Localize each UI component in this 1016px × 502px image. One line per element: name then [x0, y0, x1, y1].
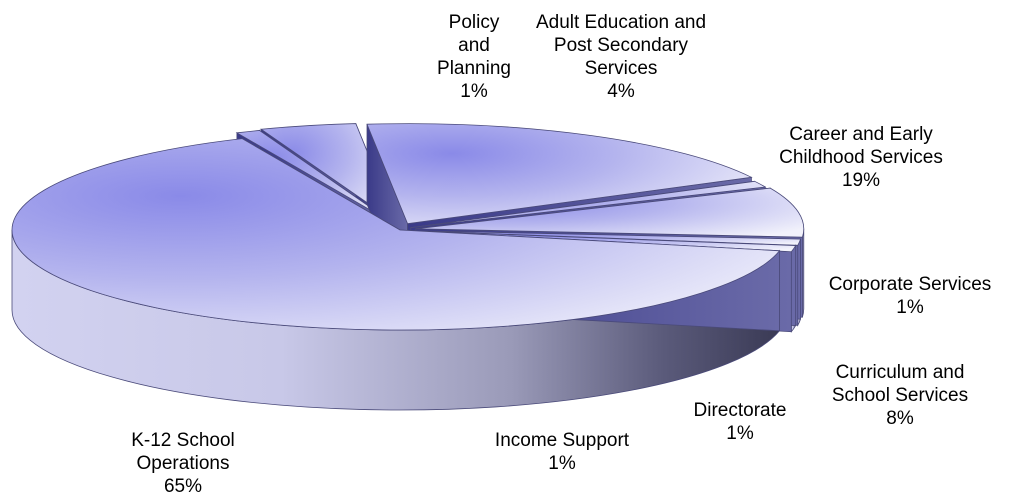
- pie-slice-top: [410, 180, 767, 229]
- slice-percent-label: 65%: [164, 476, 202, 497]
- slice-name-line: Policy: [449, 12, 500, 33]
- slice-name-line: and: [458, 35, 490, 56]
- slice-name-line: Directorate: [694, 400, 787, 421]
- pie-slice-top: [415, 187, 805, 238]
- slice-name-line: Childhood Services: [779, 147, 943, 168]
- pie-slice-top: [366, 123, 753, 225]
- slice-percent-label: 1%: [460, 81, 488, 102]
- pie-slice-top: [235, 130, 395, 225]
- slice-name-line: Income Support: [495, 430, 630, 451]
- slice-percent-label: 8%: [886, 408, 914, 429]
- slice-label-2: Adult Education and Post Secondary Service…: [536, 12, 706, 102]
- slice-label-3: Career and Early Childhood Services 19%: [779, 124, 943, 191]
- pie-slice-top: [259, 123, 398, 225]
- slice-name-line: Planning: [437, 58, 511, 79]
- slice-percent-label: 1%: [896, 297, 924, 318]
- slice-percent-label: 1%: [726, 423, 754, 444]
- slice-label-8: K-12 School Operations 65%: [131, 430, 235, 497]
- slice-name-line: Corporate Services: [829, 274, 992, 295]
- slice-name-line: Curriculum and: [836, 362, 965, 383]
- slice-name-line: Post Secondary: [554, 35, 689, 56]
- slice-label-4: Corporate Services 1%: [829, 274, 992, 318]
- slice-label-5: Curriculum and School Services 8%: [832, 362, 968, 429]
- slice-name-line: Services: [585, 58, 658, 79]
- slice-label-6: Directorate 1%: [694, 400, 787, 444]
- slice-name-line: School Services: [832, 385, 968, 406]
- slice-name-line: K-12 School: [131, 430, 235, 451]
- pie-slice-top: [11, 138, 781, 331]
- slice-percent-label: 4%: [607, 81, 635, 102]
- slice-name-line: Adult Education and: [536, 12, 706, 33]
- slice-name-line: Career and Early: [789, 124, 933, 145]
- pie-slice-8: [11, 137, 781, 411]
- slice-label-7: Income Support 1%: [495, 430, 630, 474]
- slice-percent-label: 1%: [548, 453, 576, 474]
- slice-label-1: Policy and Planning 1%: [437, 12, 511, 102]
- slice-percent-label: 19%: [842, 170, 880, 191]
- slice-name-line: Operations: [137, 453, 230, 474]
